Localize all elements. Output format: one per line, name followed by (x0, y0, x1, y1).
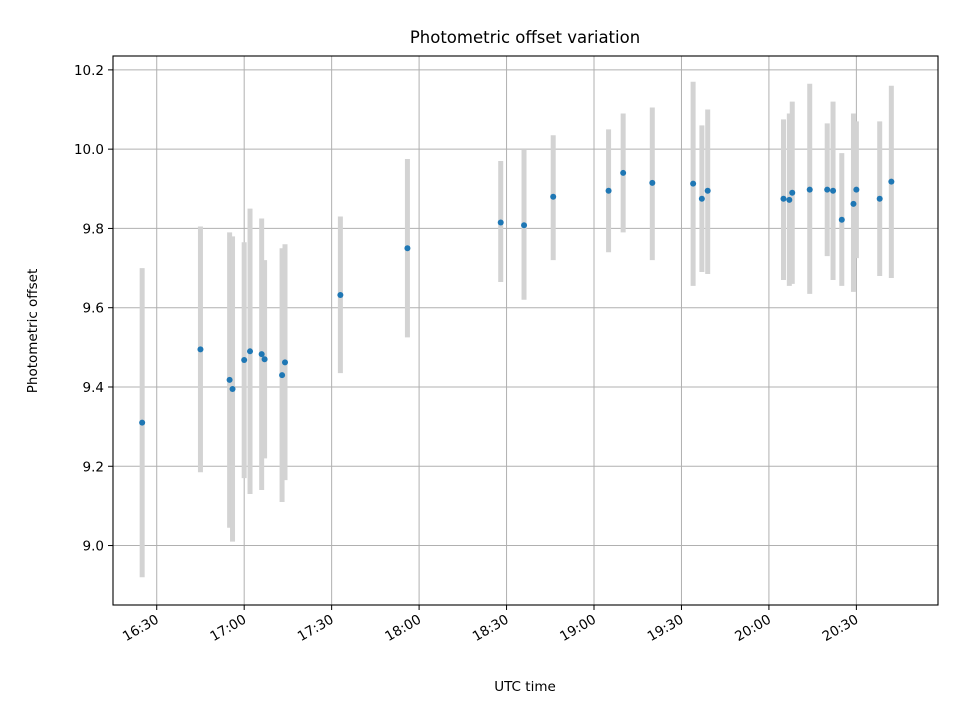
data-point (258, 351, 265, 358)
data-point (786, 196, 793, 203)
data-point (690, 180, 697, 187)
data-point (876, 195, 883, 202)
data-point (850, 200, 857, 207)
data-point (824, 186, 831, 193)
data-point (649, 179, 656, 186)
data-point (247, 348, 254, 355)
data-point (337, 292, 344, 299)
data-point (281, 359, 288, 366)
data-point (780, 195, 787, 202)
data-point (605, 187, 612, 194)
data-point (704, 187, 711, 194)
data-point (806, 186, 813, 193)
data-point (497, 219, 504, 226)
data-point (830, 187, 837, 194)
data-point (550, 193, 557, 200)
y-tick-label: 9.4 (83, 380, 104, 396)
data-point (853, 186, 860, 193)
data-point (620, 169, 627, 176)
data-point (226, 376, 233, 383)
data-point (139, 419, 146, 426)
y-tick-label: 9.0 (83, 539, 104, 555)
y-tick-label: 10.0 (74, 142, 104, 158)
data-point (261, 356, 268, 363)
data-point (197, 346, 204, 353)
plot-area (113, 56, 938, 605)
data-point (229, 385, 236, 392)
y-tick-label: 9.6 (83, 301, 104, 317)
data-point (404, 245, 411, 252)
data-point (521, 222, 528, 229)
data-point (279, 372, 286, 379)
y-tick-label: 9.8 (83, 221, 104, 237)
data-point-layer (139, 169, 895, 426)
chart-title: Photometric offset variation (410, 28, 640, 47)
data-point (838, 216, 845, 223)
data-point (698, 195, 705, 202)
plot-frame (112, 55, 939, 606)
y-tick-label: 9.2 (83, 459, 104, 475)
x-axis-label: UTC time (494, 679, 556, 695)
data-point (888, 178, 895, 185)
y-tick-label: 10.2 (74, 63, 104, 79)
data-point (789, 189, 796, 196)
data-point (241, 357, 248, 364)
y-axis-ticks: 9.0 9.2 9.4 9.6 9.8 10.0 10.2 (74, 63, 113, 555)
y-axis-label: Photometric offset (25, 269, 41, 393)
